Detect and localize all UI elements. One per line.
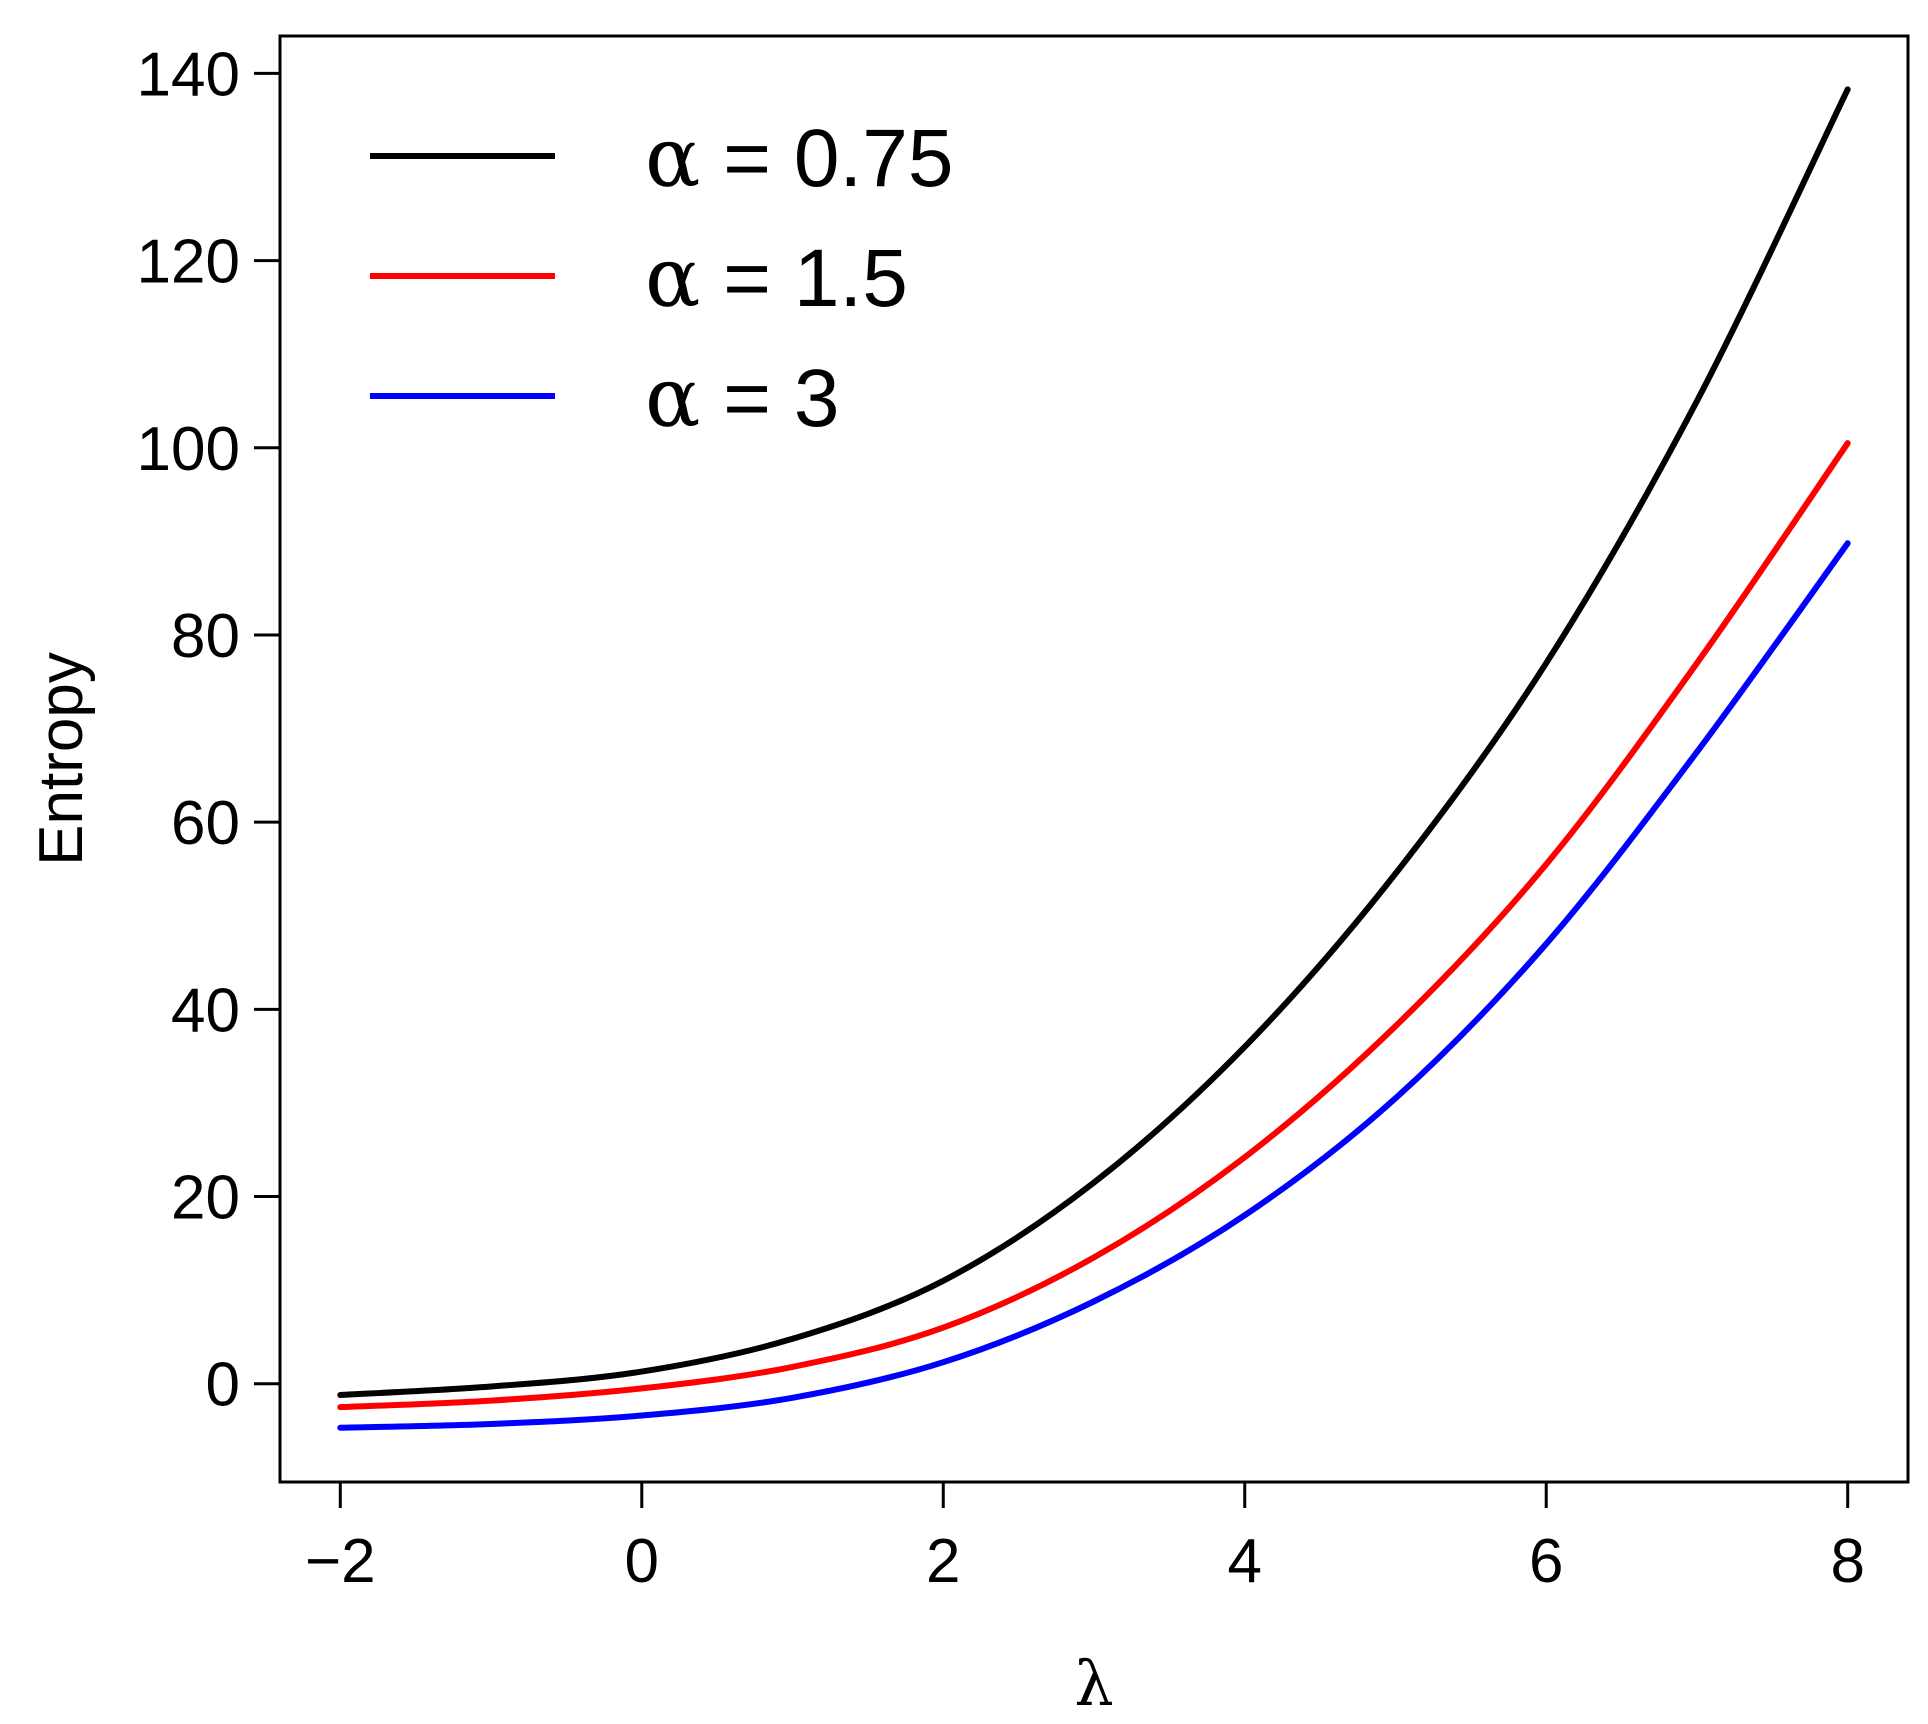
legend-value: = 3 <box>700 353 839 444</box>
x-tick-label: 0 <box>625 1527 659 1596</box>
alpha-symbol: α <box>645 231 700 326</box>
x-tick-label: 6 <box>1529 1527 1563 1596</box>
legend-value: = 0.75 <box>700 113 953 204</box>
legend-value: = 1.5 <box>700 233 907 324</box>
legend-label-1: α = 0.75 <box>645 111 953 206</box>
alpha-symbol: α <box>645 111 700 206</box>
legend-label-3: α = 3 <box>645 351 839 446</box>
y-tick-label: 20 <box>171 1164 240 1233</box>
y-tick-label: 60 <box>171 789 240 858</box>
y-tick-label: 140 <box>137 40 240 109</box>
x-tick-label: 8 <box>1830 1527 1864 1596</box>
plot-border <box>278 34 1910 1484</box>
series-line-2 <box>337 440 1851 1411</box>
y-tick-label: 40 <box>171 976 240 1045</box>
x-axis-title: λ <box>1074 1647 1113 1720</box>
alpha-symbol: α <box>645 351 700 446</box>
y-tick-label: 80 <box>171 602 240 671</box>
y-tick-label: 120 <box>137 228 240 297</box>
x-tick-label: −2 <box>305 1527 376 1596</box>
x-tick-label: 2 <box>926 1527 960 1596</box>
y-tick-label: 100 <box>137 415 240 484</box>
series-line-3 <box>337 540 1851 1431</box>
legend-label-2: α = 1.5 <box>645 231 908 326</box>
series-line-1 <box>337 86 1851 1398</box>
y-tick-label: 0 <box>206 1351 240 1420</box>
y-axis-title: Entropy <box>27 652 96 866</box>
x-tick-label: 4 <box>1227 1527 1261 1596</box>
